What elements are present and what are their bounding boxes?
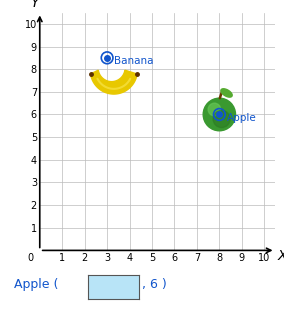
Circle shape: [203, 98, 235, 131]
Circle shape: [213, 110, 230, 128]
Polygon shape: [221, 89, 232, 97]
Polygon shape: [91, 70, 137, 94]
Circle shape: [208, 103, 221, 116]
Text: Banana: Banana: [114, 56, 154, 66]
Text: X: X: [278, 249, 284, 263]
Text: Apple: Apple: [227, 113, 256, 123]
Text: Apple (: Apple (: [14, 278, 59, 291]
Text: Y: Y: [30, 0, 38, 10]
Text: , 6 ): , 6 ): [142, 278, 167, 291]
Text: 0: 0: [28, 253, 34, 263]
